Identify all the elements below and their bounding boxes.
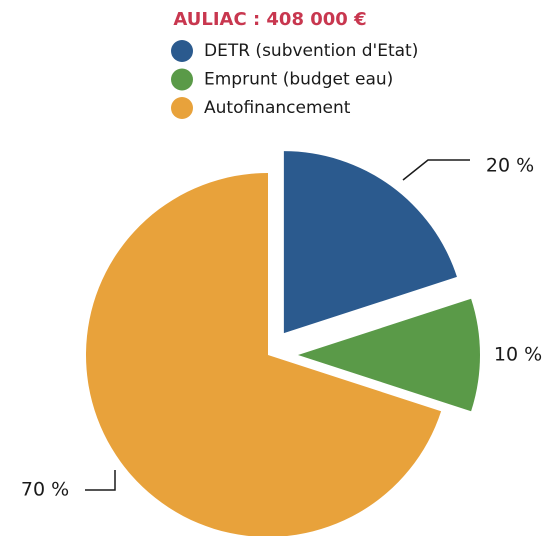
legend-label: DETR (subvention d'Etat)	[204, 41, 418, 61]
legend-label: Autofinancement	[204, 98, 351, 118]
data-label: 10 %	[494, 344, 542, 366]
legend-label: Emprunt (budget eau)	[204, 70, 393, 90]
data-label: 70 %	[21, 479, 69, 501]
chart-title: AULIAC : 408 000 €	[173, 9, 366, 30]
legend-swatch	[171, 68, 193, 91]
data-label: 20 %	[486, 155, 534, 177]
legend-swatch	[171, 97, 193, 119]
legend-swatch	[171, 40, 193, 62]
pie-slice	[298, 298, 480, 412]
leader-line	[85, 470, 116, 491]
leader-line	[402, 159, 470, 181]
pie-slice	[86, 173, 442, 536]
pie-slice	[283, 151, 457, 334]
